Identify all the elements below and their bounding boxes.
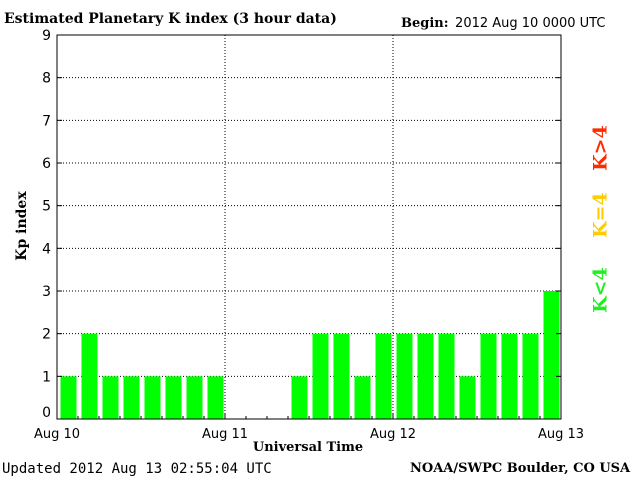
updated-timestamp: Updated 2012 Aug 13 02:55:04 UTC [2,461,272,477]
legend-k-less-4: K<4 [589,267,612,313]
bar-20 [480,333,497,419]
credit-text: NOAA/SWPC Boulder, CO USA [410,461,631,476]
y-tick-label-9: 9 [42,28,51,44]
bar-7 [207,376,224,419]
begin-value: 2012 Aug 10 0000 UTC [455,16,606,31]
bar-11 [291,376,308,419]
bar-21 [501,333,518,419]
bar-23 [543,291,560,419]
bar-0 [60,376,77,419]
y-tick-label-8: 8 [42,71,51,87]
y-tick-label-4: 4 [42,241,51,257]
y-axis-label: Kp index [14,191,30,261]
bar-14 [354,376,371,419]
bar-15 [375,333,392,419]
legend-k-greater-4: K>4 [589,125,612,171]
bar-19 [459,376,476,419]
x-axis-label: Universal Time [252,440,364,455]
y-tick-label-0: 0 [42,405,51,421]
begin-label: Begin: [401,16,449,31]
y-tick-label-7: 7 [42,113,51,129]
bar-2 [102,376,119,419]
x-tick-label-2: Aug 12 [370,427,416,442]
bar-3 [123,376,140,419]
bar-6 [186,376,203,419]
begin-date: Begin: 2012 Aug 10 0000 UTC [401,16,605,30]
bar-17 [417,333,434,419]
bar-4 [144,376,161,419]
x-tick-label-0: Aug 10 [34,427,80,442]
x-tick-label-1: Aug 11 [202,427,248,442]
chart-title: Estimated Planetary K index (3 hour data… [4,11,337,27]
y-tick-label-6: 6 [42,156,51,172]
y-tick-label-5: 5 [42,199,51,215]
bar-1 [81,333,98,419]
x-tick-label-3: Aug 13 [538,427,584,442]
bar-22 [522,333,539,419]
y-tick-label-2: 2 [42,327,51,343]
bar-12 [312,333,329,419]
y-tick-label-3: 3 [42,284,51,300]
y-tick-label-1: 1 [42,369,51,385]
bar-16 [396,333,413,419]
legend-k-equal-4: K=4 [589,192,612,238]
bar-18 [438,333,455,419]
bar-13 [333,333,350,419]
bar-5 [165,376,182,419]
